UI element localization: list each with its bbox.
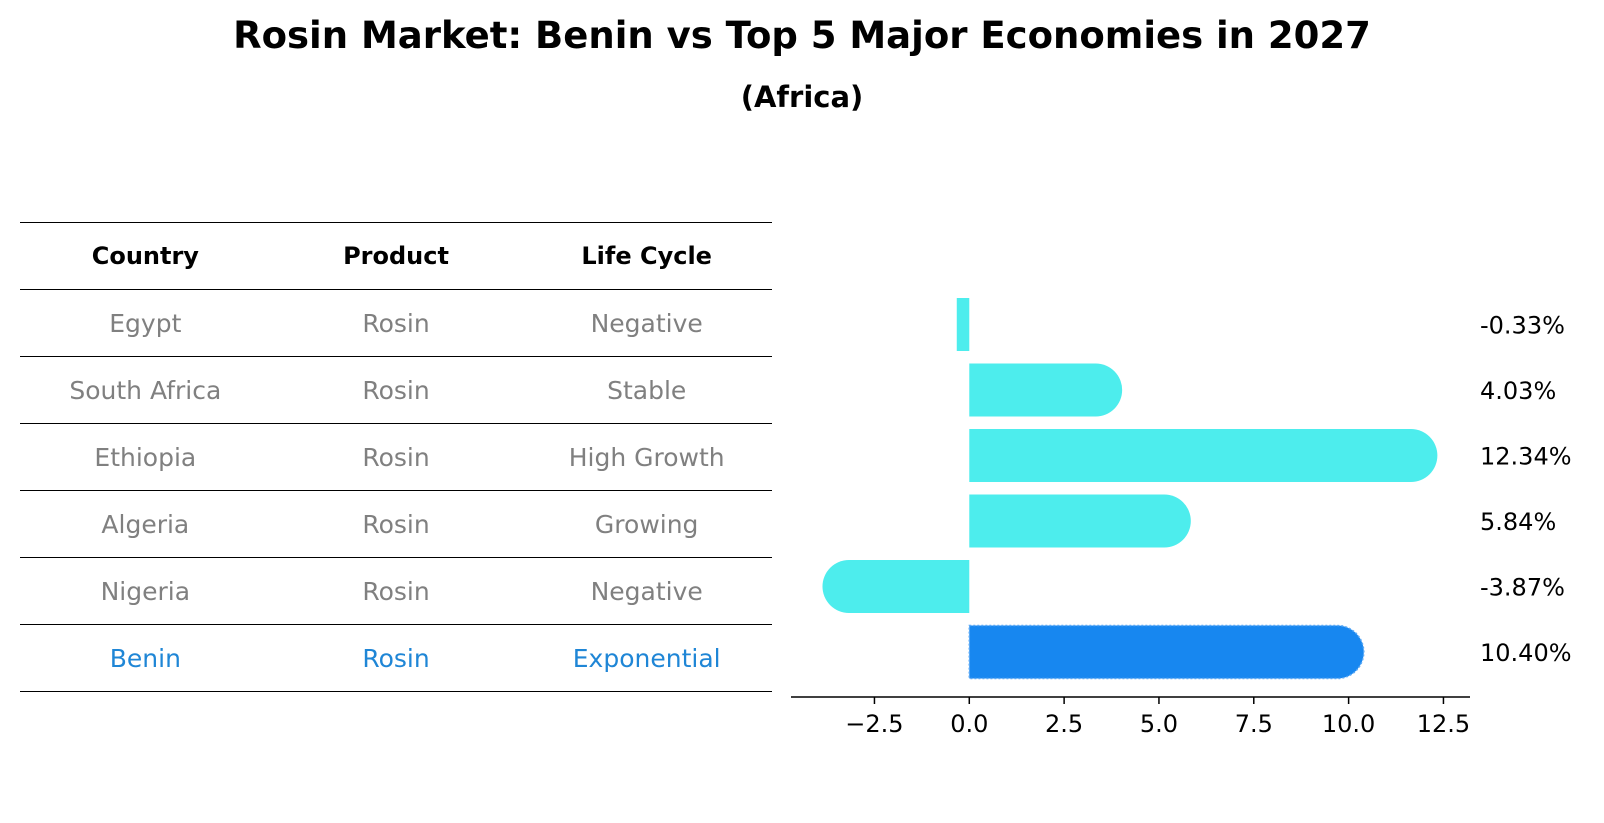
- bar-highlight: [968, 624, 1365, 680]
- chart-subtitle: (Africa): [740, 80, 864, 114]
- table-row: Egypt Rosin Negative: [20, 290, 772, 357]
- country-cell: South Africa: [69, 375, 222, 405]
- x-tick-label: 5.0: [1140, 710, 1178, 738]
- country-cell: Benin: [109, 643, 181, 673]
- bar: [956, 298, 970, 351]
- bar-value-label: -0.33%: [1480, 312, 1565, 340]
- bar: [969, 494, 1191, 548]
- country-cell: Ethiopia: [94, 442, 197, 472]
- bar-value-label: 10.40%: [1480, 639, 1572, 667]
- table-row: Nigeria Rosin Negative: [20, 558, 772, 625]
- header-product: Product: [343, 242, 449, 270]
- life-cycle-cell: Negative: [590, 576, 703, 606]
- table-header-row: Country Product Life Cycle: [20, 222, 772, 290]
- x-tick-label: 7.5: [1235, 710, 1273, 738]
- bar-value-label: 4.03%: [1480, 377, 1556, 405]
- x-tick-label: 12.5: [1417, 710, 1470, 738]
- bar-value-label: -3.87%: [1480, 574, 1565, 602]
- x-tick-label: 2.5: [1045, 710, 1083, 738]
- life-cycle-cell: Growing: [594, 509, 699, 539]
- life-cycle-cell: Stable: [607, 375, 687, 405]
- country-cell: Nigeria: [100, 576, 191, 606]
- product-cell: Rosin: [362, 308, 430, 338]
- x-tick-label: 10.0: [1322, 710, 1375, 738]
- product-cell: Rosin: [362, 576, 430, 606]
- bar-value-label: 12.34%: [1480, 443, 1572, 471]
- country-cell: Algeria: [101, 509, 190, 539]
- bar: [969, 429, 1438, 482]
- x-tick-label: −2.5: [845, 710, 903, 738]
- bar: [822, 560, 970, 613]
- header-life-cycle: Life Cycle: [581, 242, 712, 270]
- product-cell: Rosin: [362, 643, 430, 673]
- x-tick-label: 0.0: [950, 710, 988, 738]
- product-cell: Rosin: [362, 375, 430, 405]
- header-country: Country: [91, 242, 199, 270]
- product-cell: Rosin: [362, 509, 430, 539]
- life-cycle-cell: High Growth: [568, 442, 725, 472]
- bar: [969, 363, 1123, 417]
- country-table: Country Product Life Cycle Egypt Rosin N…: [20, 222, 772, 692]
- table-row-highlight: Benin Rosin Exponential: [20, 625, 772, 692]
- table-row: South Africa Rosin Stable: [20, 357, 772, 424]
- chart-title: Rosin Market: Benin vs Top 5 Major Econo…: [233, 14, 1371, 57]
- bar-value-label: 5.84%: [1480, 508, 1556, 536]
- table-row: Ethiopia Rosin High Growth: [20, 424, 772, 491]
- table-row: Algeria Rosin Growing: [20, 491, 772, 558]
- life-cycle-cell: Negative: [590, 308, 703, 338]
- country-cell: Egypt: [109, 308, 182, 338]
- product-cell: Rosin: [362, 442, 430, 472]
- life-cycle-cell: Exponential: [572, 643, 721, 673]
